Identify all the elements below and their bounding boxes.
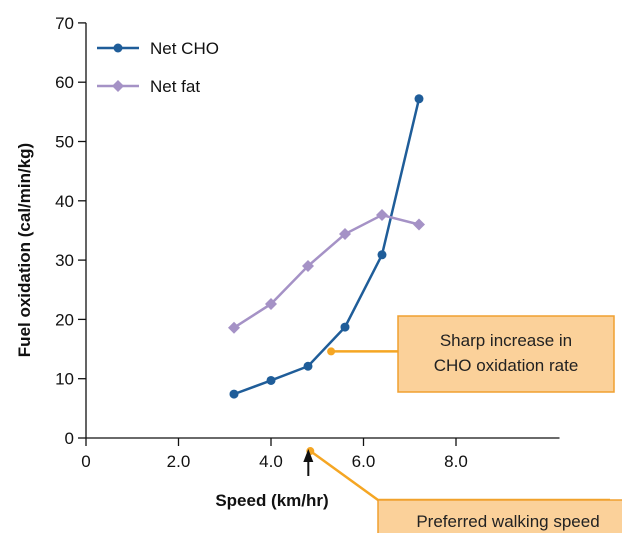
cho-callout-box <box>397 315 615 393</box>
x-tick-label: 4.0 <box>259 452 283 471</box>
data-point-net-cho <box>266 375 276 385</box>
cho-callout-dot <box>327 347 336 356</box>
y-tick-label: 70 <box>55 14 74 33</box>
x-tick-label: 8.0 <box>444 452 468 471</box>
x-tick-label: 6.0 <box>352 452 376 471</box>
x-axis-title: Speed (km/hr) <box>215 491 328 510</box>
data-point-net-cho <box>303 361 313 371</box>
y-tick-label: 40 <box>55 192 74 211</box>
cho-callout-text: CHO oxidation rate <box>434 356 579 375</box>
annotation-layer: Sharp increase in CHO oxidation rate Prefe… <box>306 315 622 533</box>
data-point-net-fat <box>376 209 388 222</box>
data-point-net-fat <box>302 260 314 273</box>
data-point-net-fat <box>265 297 277 310</box>
preferred-speed-arrow-head <box>303 449 314 462</box>
x-tick-label: 2.0 <box>167 452 191 471</box>
data-point-net-fat <box>339 228 351 241</box>
data-point-net-cho <box>340 322 350 332</box>
series-layer <box>228 94 425 399</box>
data-point-net-fat <box>228 321 240 334</box>
legend-label-net-cho: Net CHO <box>150 39 219 58</box>
legend-label-net-fat: Net fat <box>150 77 200 96</box>
axes: 0 10 20 30 40 50 60 70 0 2.0 4.0 6.0 8.0 Speed (km/hr… <box>15 14 560 510</box>
y-tick-label: 20 <box>55 310 74 329</box>
y-axis-title: Fuel oxidation (cal/min/kg) <box>15 143 34 357</box>
data-point-net-fat <box>413 218 425 231</box>
data-point-net-cho <box>229 389 239 399</box>
data-point-net-cho <box>414 94 424 104</box>
y-tick-label: 30 <box>55 251 74 270</box>
legend-marker-net-cho <box>113 43 123 53</box>
y-tick-label: 0 <box>65 429 74 448</box>
data-point-net-cho <box>377 250 387 260</box>
x-tick-label: 0 <box>81 452 90 471</box>
cho-callout-text: Sharp increase in <box>440 331 572 350</box>
series-line-net-fat <box>233 213 420 329</box>
legend-marker-net-fat <box>112 80 124 92</box>
speed-callout-box <box>377 499 622 533</box>
y-tick-label: 60 <box>55 73 74 92</box>
legend: Net CHO Net fat <box>97 39 219 96</box>
y-tick-label: 10 <box>55 370 74 389</box>
speed-callout-text: Preferred walking speed <box>416 512 599 531</box>
y-tick-label: 50 <box>55 133 74 152</box>
series-line-net-cho <box>233 98 421 396</box>
